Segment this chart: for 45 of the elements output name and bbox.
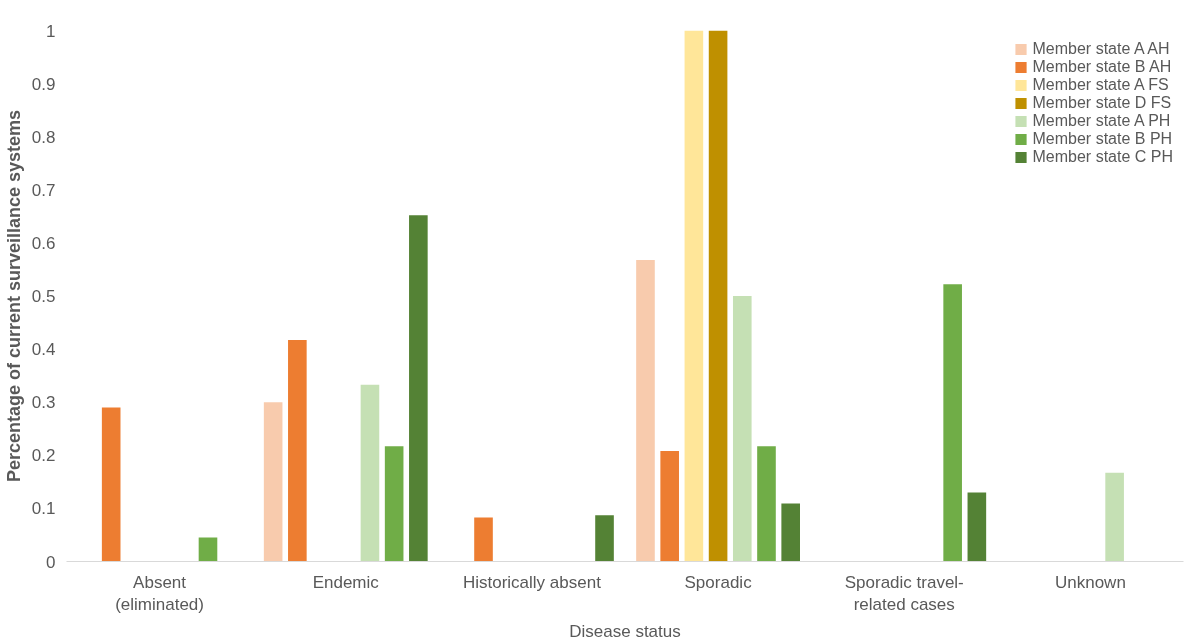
bar [781,503,800,562]
bar [660,451,679,562]
x-axis-title: Disease status [569,622,681,642]
y-tick-label: 0 [46,552,56,572]
legend-label: Member state B PH [1032,130,1173,148]
x-tick-label: Sporadic [684,572,753,592]
bar [1105,472,1124,562]
y-tick-label: 1 [46,21,56,41]
bar [684,30,704,562]
bar [409,215,428,562]
legend-label: Member state D FS [1032,94,1172,112]
x-tick-label: Endemic [312,572,380,592]
y-tick-label: 0.8 [31,127,56,147]
y-tick-label: 0.6 [31,233,56,253]
bar [943,284,962,562]
y-tick-label: 0.5 [31,287,56,306]
bar [288,340,307,562]
bar [732,296,752,562]
y-tick-label: 0.1 [31,499,56,519]
bar [360,384,380,562]
bar [757,446,776,562]
y-tick-label: 0.7 [31,180,56,200]
x-tick-label: Sporadic travel-related cases [844,572,964,615]
y-tick-label: 0.4 [31,340,56,360]
legend-label: Member state C PH [1032,148,1173,166]
legend-label: Member state A FS [1032,76,1169,94]
bar [384,446,404,562]
bar [263,402,283,562]
bar [595,515,614,562]
bar [708,30,728,562]
bar [101,407,121,562]
legend-label: Member state B AH [1032,58,1172,76]
legend-label: Member state A PH [1032,112,1171,130]
y-tick-label: 0.2 [31,446,56,466]
legend-label: Member state A AH [1032,40,1170,58]
x-tick-label: Unknown [1054,572,1126,592]
bar [198,537,218,562]
y-tick-label: 0.3 [31,393,56,413]
y-tick-label: 0.9 [31,74,56,94]
x-tick-label: Historically absent [462,572,602,592]
bar [636,259,655,562]
bar [474,517,493,562]
bar [967,492,987,562]
x-tick-label: Absent (eliminated) [115,572,204,615]
y-axis-title: Percentage of current surveillance systems [3,109,24,483]
